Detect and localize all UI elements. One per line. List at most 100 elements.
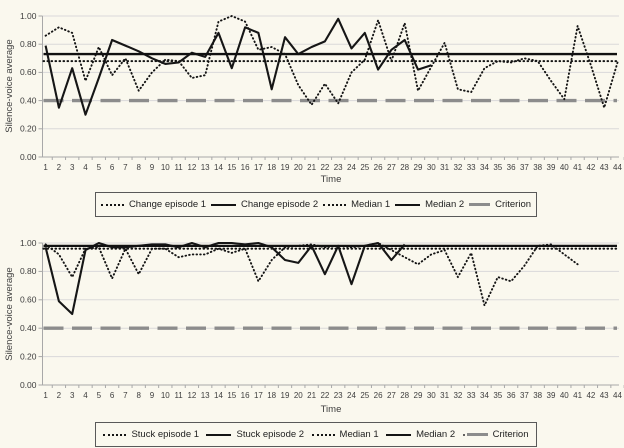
x-tick-label: 17 <box>254 391 263 400</box>
x-tick-label: 23 <box>334 391 343 400</box>
x-tick-label: 27 <box>387 391 396 400</box>
x-tick-label: 35 <box>493 163 502 172</box>
solid-line-marker-icon <box>395 203 421 206</box>
legend-label: Criterion <box>495 199 532 210</box>
stuck-episodes-chart: Silence-voice average 0.00 0.20 0.40 0.60 0.… <box>0 224 624 448</box>
x-tick-label: 43 <box>600 163 609 172</box>
legend-label: Stuck episode 2 <box>236 429 305 440</box>
x-tick-label: 1 <box>43 163 48 172</box>
x-tick-label: 14 <box>214 163 223 172</box>
x-tick-label: 38 <box>533 163 542 172</box>
x-tick-label: 28 <box>400 163 409 172</box>
x-tick-label: 34 <box>480 391 489 400</box>
x-tick-label: 6 <box>110 163 115 172</box>
x-tick-label: 7 <box>123 391 128 400</box>
legend-label: Median 1 <box>351 199 391 210</box>
x-tick-label: 17 <box>254 163 263 172</box>
x-tick-label: 32 <box>453 163 462 172</box>
solid-line-marker-icon <box>206 433 232 436</box>
x-tick-label: 36 <box>507 391 516 400</box>
series-change-episode-2 <box>44 17 432 116</box>
x-tick-label: 34 <box>480 163 489 172</box>
y-tick-label: 0.80 <box>20 39 37 49</box>
x-tick-label: 21 <box>307 391 316 400</box>
gray-dash-marker-icon <box>469 203 491 206</box>
legend-item: Criterion <box>462 429 529 440</box>
plot-area: 0.000.200.400.600.801.001 2 3 4 5 6 7 8 9 10 11 12 1… <box>20 238 624 400</box>
dotted-line-marker-icon <box>323 203 347 206</box>
y-tick-label: 0.00 <box>20 152 37 162</box>
legend-item: Median 2 <box>395 199 464 210</box>
legend-label: Stuck episode 1 <box>131 429 200 440</box>
legend-label: Change episode 1 <box>128 199 207 210</box>
x-tick-label: 2 <box>57 391 62 400</box>
y-tick-label: 1.00 <box>20 238 37 248</box>
x-tick-label: 42 <box>586 163 595 172</box>
y-tick-label: 0.20 <box>20 124 37 134</box>
x-tick-label: 5 <box>97 163 102 172</box>
x-tick-label: 39 <box>547 391 556 400</box>
x-tick-label: 28 <box>400 391 409 400</box>
x-tick-label: 13 <box>201 163 210 172</box>
x-tick-label: 38 <box>533 391 542 400</box>
x-tick-label: 15 <box>227 163 236 172</box>
x-tick-label: 31 <box>440 163 449 172</box>
x-tick-label: 8 <box>136 163 141 172</box>
x-tick-label: 44 <box>613 391 622 400</box>
legend-label: Median 1 <box>339 429 379 440</box>
x-tick-label: 33 <box>467 163 476 172</box>
y-tick-label: 0.40 <box>20 323 37 333</box>
x-tick-label: 40 <box>560 163 569 172</box>
x-tick-label: 20 <box>294 391 303 400</box>
x-tick-label: 39 <box>547 163 556 172</box>
x-tick-label: 32 <box>453 391 462 400</box>
legend-item: Change episode 2 <box>211 199 318 210</box>
series-change-episode-1 <box>44 15 619 109</box>
x-tick-label: 16 <box>241 391 250 400</box>
x-tick-label: 40 <box>560 391 569 400</box>
x-tick-label: 1 <box>43 391 48 400</box>
dotted-line-marker-icon <box>100 203 124 206</box>
x-tick-label: 25 <box>360 391 369 400</box>
legend-label: Criterion <box>492 429 529 440</box>
dotted-line-marker-icon <box>311 433 335 436</box>
x-tick-label: 26 <box>374 163 383 172</box>
x-tick-label: 3 <box>70 163 75 172</box>
x-tick-label: 2 <box>57 163 62 172</box>
x-tick-label: 12 <box>187 391 196 400</box>
y-tick-label: 0.00 <box>20 380 37 390</box>
legend-item: Stuck episode 1 <box>103 429 199 440</box>
x-tick-label: 30 <box>427 391 436 400</box>
x-tick-label: 5 <box>97 391 102 400</box>
x-tick-label: 22 <box>320 163 329 172</box>
x-tick-label: 44 <box>613 163 622 172</box>
legend-item: Criterion <box>469 199 531 210</box>
x-tick-label: 11 <box>174 163 183 172</box>
solid-line-marker-icon <box>211 203 236 206</box>
x-tick-label: 4 <box>83 391 88 400</box>
gray-dash-marker-icon <box>466 433 488 436</box>
x-tick-label: 7 <box>123 163 128 172</box>
x-tick-label: 8 <box>136 391 141 400</box>
x-tick-label: 10 <box>161 391 170 400</box>
x-tick-label: 4 <box>83 163 88 172</box>
x-tick-label: 26 <box>374 391 383 400</box>
change-episodes-chart: Silence-voice average 0.00 0.20 0.40 0.60 0.… <box>4 11 624 217</box>
x-tick-label: 13 <box>201 391 210 400</box>
x-tick-label: 16 <box>241 163 250 172</box>
x-tick-label: 31 <box>440 391 449 400</box>
y-tick-label: 0.80 <box>20 266 37 276</box>
x-tick-label: 9 <box>150 163 155 172</box>
x-tick-label: 22 <box>320 391 329 400</box>
x-tick-label: 19 <box>281 391 290 400</box>
legend: Stuck episode 1 Stuck episode 2 Median 1… <box>95 422 537 447</box>
x-tick-label: 25 <box>360 163 369 172</box>
x-tick-label: 3 <box>70 391 75 400</box>
legend: Change episode 1 Change episode 2 Median… <box>95 192 537 217</box>
legend-item: Stuck episode 2 <box>206 429 304 440</box>
x-tick-label: 21 <box>307 163 316 172</box>
x-tick-label: 9 <box>150 391 155 400</box>
x-tick-label: 33 <box>467 391 476 400</box>
x-tick-label: 42 <box>586 391 595 400</box>
